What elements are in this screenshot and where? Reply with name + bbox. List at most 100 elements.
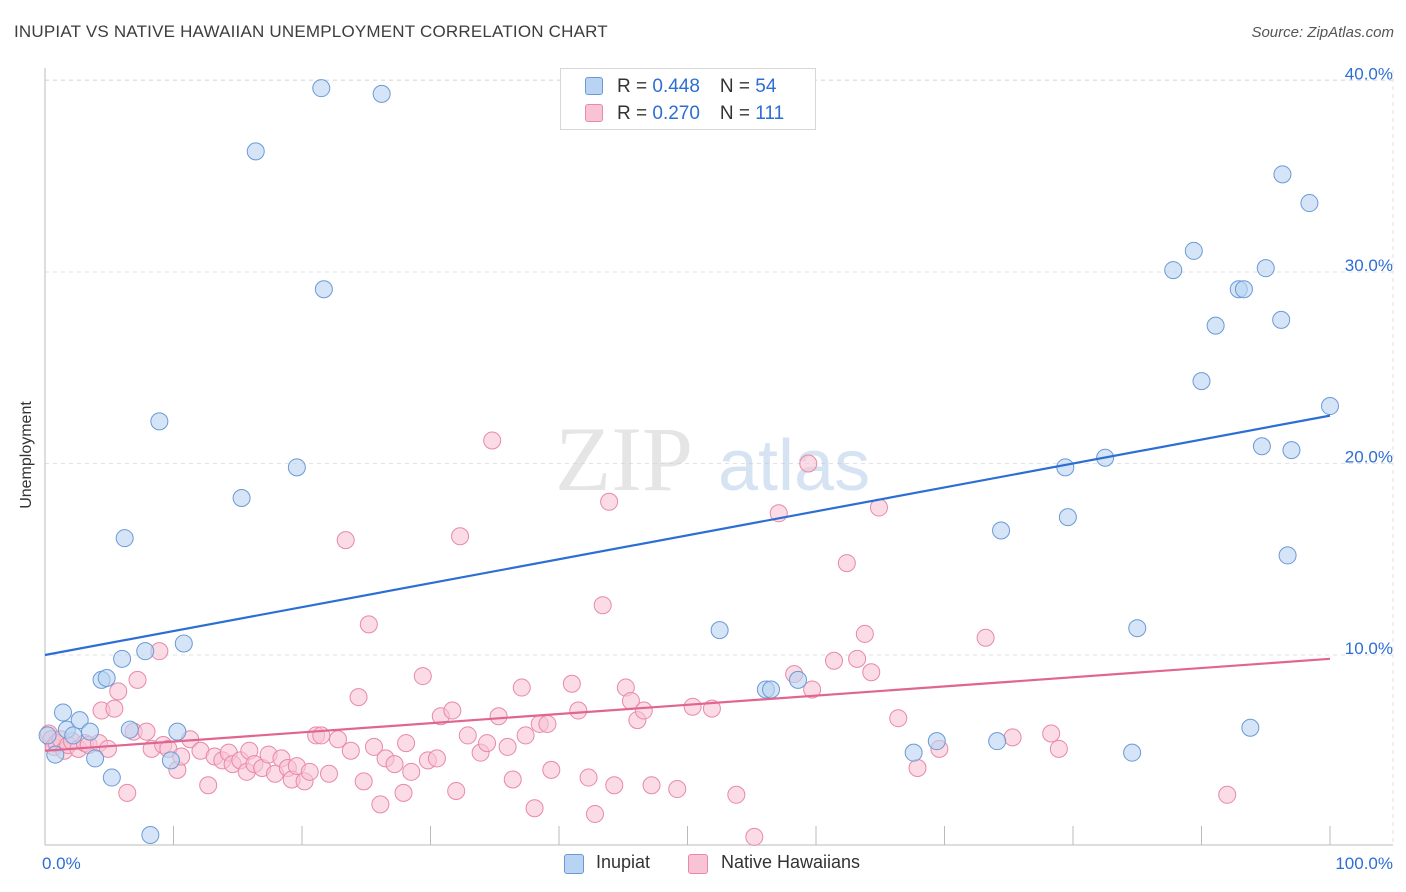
native-hawaiians-point — [402, 762, 421, 781]
legend-stats-hawaiian: R = 0.270 N = 111 — [617, 103, 785, 124]
watermark: ZIP atlas — [555, 408, 870, 510]
inupiat-point — [1206, 316, 1225, 335]
inupiat-swatch — [585, 77, 603, 95]
native-hawaiians-point — [1003, 728, 1022, 747]
native-hawaiians-points — [39, 431, 1237, 846]
y-tick-label: 10.0% — [1345, 639, 1393, 658]
native-hawaiians-point — [336, 531, 355, 550]
native-hawaiians-point — [538, 714, 557, 733]
inupiat-point — [1164, 261, 1183, 280]
native-hawaiians-point — [354, 772, 373, 791]
native-hawaiians-point — [489, 707, 508, 726]
native-hawaiians-point — [300, 762, 319, 781]
native-hawaiians-point — [105, 699, 124, 718]
native-hawaiians-point — [128, 670, 147, 689]
inupiat-trend-line — [44, 414, 1331, 657]
native-hawaiians-point — [483, 431, 502, 450]
native-hawaiians-point — [579, 768, 598, 787]
inupiat-point — [97, 668, 116, 687]
inupiat-point — [53, 703, 72, 722]
inupiat-point — [1241, 718, 1260, 737]
inupiat-point — [1273, 165, 1292, 184]
inupiat-point — [372, 84, 391, 103]
native-hawaiians-point — [803, 680, 822, 699]
inupiat-point — [1128, 619, 1147, 638]
inupiat-point — [38, 726, 57, 745]
native-hawaiians-trend-line — [44, 657, 1331, 752]
hawaiian-swatch — [585, 104, 603, 122]
native-hawaiians-point — [458, 726, 477, 745]
inupiat-point — [102, 768, 121, 787]
native-hawaiians-point — [516, 726, 535, 745]
inupiat-point — [314, 280, 333, 299]
native-hawaiians-point — [745, 827, 764, 846]
native-hawaiians-point — [478, 734, 497, 753]
native-hawaiians-point — [394, 783, 413, 802]
native-hawaiians-point — [364, 737, 383, 756]
inupiat-point — [287, 458, 306, 477]
inupiat-point — [904, 743, 923, 762]
native-hawaiians-point — [642, 776, 661, 795]
inupiat-legend-label: Inupiat — [596, 852, 651, 872]
inupiat-point — [80, 722, 99, 741]
native-hawaiians-point — [585, 804, 604, 823]
inupiat-point — [64, 726, 83, 745]
native-hawaiians-point — [109, 682, 128, 701]
inupiat-point — [1058, 508, 1077, 527]
axes — [44, 68, 1393, 846]
native-hawaiians-point — [498, 737, 517, 756]
native-hawaiians-point — [1218, 785, 1237, 804]
native-hawaiians-point — [118, 783, 137, 802]
inupiat-point — [168, 722, 187, 741]
x-tick-label-max: 100.0% — [1335, 854, 1393, 873]
native-hawaiians-point — [908, 758, 927, 777]
native-hawaiians-point — [976, 628, 995, 647]
native-hawaiians-point — [855, 624, 874, 643]
inupiat-legend-swatch — [564, 854, 584, 874]
inupiat-point — [120, 720, 139, 739]
inupiat-point — [70, 711, 89, 730]
native-hawaiians-point — [862, 663, 881, 682]
native-hawaiians-point — [569, 701, 588, 720]
native-hawaiians-point — [683, 697, 702, 716]
inupiat-point — [988, 732, 1007, 751]
native-hawaiians-point — [512, 678, 531, 697]
inupiat-point — [1056, 458, 1075, 477]
native-hawaiians-point — [1049, 739, 1068, 758]
native-hawaiians-point — [447, 781, 466, 800]
native-hawaiians-point — [668, 780, 687, 799]
inupiat-point — [312, 79, 331, 98]
inupiat-point — [1300, 194, 1319, 213]
x-tick-label-min: 0.0% — [42, 854, 81, 873]
native-hawaiians-point — [848, 649, 867, 668]
native-hawaiians-point — [562, 674, 581, 693]
inupiat-point — [115, 529, 134, 548]
inupiat-point — [246, 142, 265, 161]
native-hawaiians-point — [824, 651, 843, 670]
native-hawaiians-point — [359, 615, 378, 634]
inupiat-point — [710, 621, 729, 640]
native-hawaiians-point — [451, 527, 470, 546]
native-hawaiians-point — [349, 688, 368, 707]
native-hawaiians-point — [593, 596, 612, 615]
chart-title: INUPIAT VS NATIVE HAWAIIAN UNEMPLOYMENT … — [14, 22, 608, 41]
legend-stats-inupiat: R = 0.448 N = 54 — [617, 76, 777, 97]
inupiat-point — [992, 521, 1011, 540]
inupiat-point — [1272, 310, 1291, 329]
tick-labels: 10.0% 20.0% 30.0% 40.0% 0.0% 100.0% — [42, 65, 1393, 874]
native-hawaiians-point — [371, 795, 390, 814]
inupiat-point — [1184, 241, 1203, 260]
inupiat-point — [1321, 397, 1339, 416]
inupiat-points — [38, 79, 1339, 845]
hawaiian-legend-swatch — [688, 854, 708, 874]
native-hawaiians-point — [634, 701, 653, 720]
inupiat-point — [1192, 372, 1211, 391]
inupiat-point — [1123, 743, 1142, 762]
inupiat-point — [232, 488, 251, 507]
inupiat-point — [1234, 280, 1253, 299]
native-hawaiians-point — [727, 785, 746, 804]
native-hawaiians-point — [385, 755, 404, 774]
inupiat-point — [174, 634, 193, 653]
inupiat-point — [927, 732, 946, 751]
